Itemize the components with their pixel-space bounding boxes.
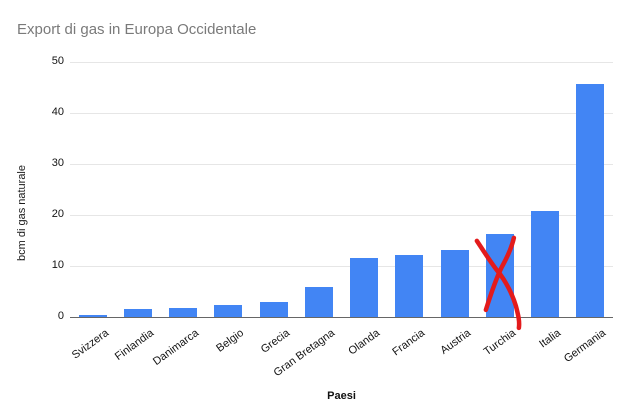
bar: [576, 84, 605, 317]
bar: [123, 309, 152, 317]
x-axis-title: Paesi: [327, 390, 356, 402]
gridline: [70, 113, 613, 114]
bar: [259, 302, 288, 317]
gridline: [70, 62, 613, 63]
y-tick-label: 10: [51, 259, 64, 271]
bar: [350, 258, 379, 317]
gridline: [70, 215, 613, 216]
y-tick-label: 20: [51, 208, 64, 220]
bar: [395, 254, 424, 317]
y-axis-title: bcm di gas naturale: [16, 165, 28, 261]
bar: [304, 286, 333, 317]
gridline: [70, 266, 613, 267]
y-tick-label: 40: [51, 106, 64, 118]
bar: [485, 233, 514, 317]
bar: [169, 307, 198, 317]
y-tick-label: 30: [51, 157, 64, 169]
plot-area: [70, 62, 613, 318]
bar: [440, 250, 469, 317]
gridline: [70, 164, 613, 165]
y-tick-label: 50: [51, 55, 64, 67]
y-tick-label: 0: [57, 310, 64, 322]
bar: [78, 315, 107, 317]
chart-title: Export di gas in Europa Occidentale: [17, 21, 257, 38]
bar: [214, 305, 243, 317]
bar: [531, 211, 560, 317]
